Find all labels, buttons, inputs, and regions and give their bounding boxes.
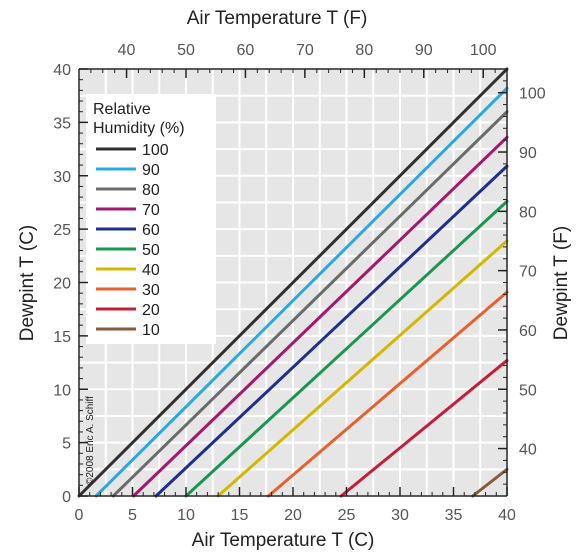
series-line-90 (94, 86, 509, 498)
left-axis-title: Dewpint T (C) (17, 225, 38, 342)
series-lines (77, 67, 509, 498)
right-tick-label: 80 (519, 204, 537, 221)
series-line-40 (216, 239, 509, 498)
right-tick-label: 90 (519, 145, 537, 162)
left-tick-label: 20 (53, 276, 71, 293)
top-tick-label: 70 (296, 42, 314, 59)
series-line-70 (132, 135, 509, 498)
series-line-10 (471, 467, 509, 498)
bottom-tick-label: 30 (391, 507, 409, 524)
left-tick-label: 0 (62, 489, 71, 506)
legend-label-20: 20 (142, 302, 160, 319)
bottom-tick-label: 0 (75, 507, 84, 524)
top-tick-label: 100 (470, 42, 497, 59)
bottom-tick-label: 35 (445, 507, 463, 524)
legend-label-30: 30 (142, 282, 160, 299)
left-tick-label: 15 (53, 329, 71, 346)
series-line-100 (77, 67, 509, 498)
legend-box (86, 94, 216, 344)
legend-title: Relative (93, 101, 151, 118)
legend-label-60: 60 (142, 222, 160, 239)
top-tick-label: 80 (355, 42, 373, 59)
left-tick-label: 10 (53, 382, 71, 399)
right-axis-title: Dewpint T (F) (551, 226, 572, 340)
legend-label-50: 50 (142, 242, 160, 259)
top-axis-title: Air Temperature T (F) (187, 8, 368, 29)
legend-label-70: 70 (142, 202, 160, 219)
legend-label-10: 10 (142, 322, 160, 339)
copyright-note: ©2008 Eric A. Schiff (85, 396, 96, 485)
legend: Relative Humidity (%) 100 90 80 70 60 50 40 30 20 1… (86, 94, 216, 344)
bottom-tick-label: 5 (128, 507, 137, 524)
right-tick-label: 60 (519, 323, 537, 340)
legend-label-80: 80 (142, 182, 160, 199)
legend-label-40: 40 (142, 262, 160, 279)
left-tick-label: 25 (53, 222, 71, 239)
bottom-tick-label: 15 (231, 507, 249, 524)
series-line-60 (154, 164, 509, 498)
right-tick-label: 50 (519, 382, 537, 399)
series-line-20 (339, 358, 509, 498)
legend-label-100: 100 (142, 142, 169, 159)
series-line-80 (111, 110, 509, 498)
top-tick-label: 50 (177, 42, 195, 59)
series-line-50 (184, 199, 509, 498)
bottom-tick-label: 40 (498, 507, 516, 524)
top-tick-label: 40 (118, 42, 136, 59)
bottom-tick-label: 10 (177, 507, 195, 524)
left-tick-label: 30 (53, 169, 71, 186)
bottom-axis-title: Air Temperature T (C) (192, 530, 375, 551)
series-line-30 (266, 290, 509, 498)
legend-title: Humidity (%) (93, 120, 185, 137)
right-tick-label: 70 (519, 264, 537, 281)
left-tick-label: 5 (62, 436, 71, 453)
right-tick-label: 40 (519, 442, 537, 459)
bottom-tick-label: 20 (284, 507, 302, 524)
right-tick-label: 100 (519, 86, 546, 103)
legend-label-90: 90 (142, 162, 160, 179)
top-tick-label: 60 (237, 42, 255, 59)
left-tick-label: 35 (53, 115, 71, 132)
bottom-tick-label: 25 (338, 507, 356, 524)
top-tick-label: 90 (415, 42, 433, 59)
left-tick-label: 40 (53, 62, 71, 79)
axes: 0 5 10 15 20 25 30 35 40 0 5 10 15 20 25 30 35 40 40 50 60 70… (53, 42, 546, 524)
